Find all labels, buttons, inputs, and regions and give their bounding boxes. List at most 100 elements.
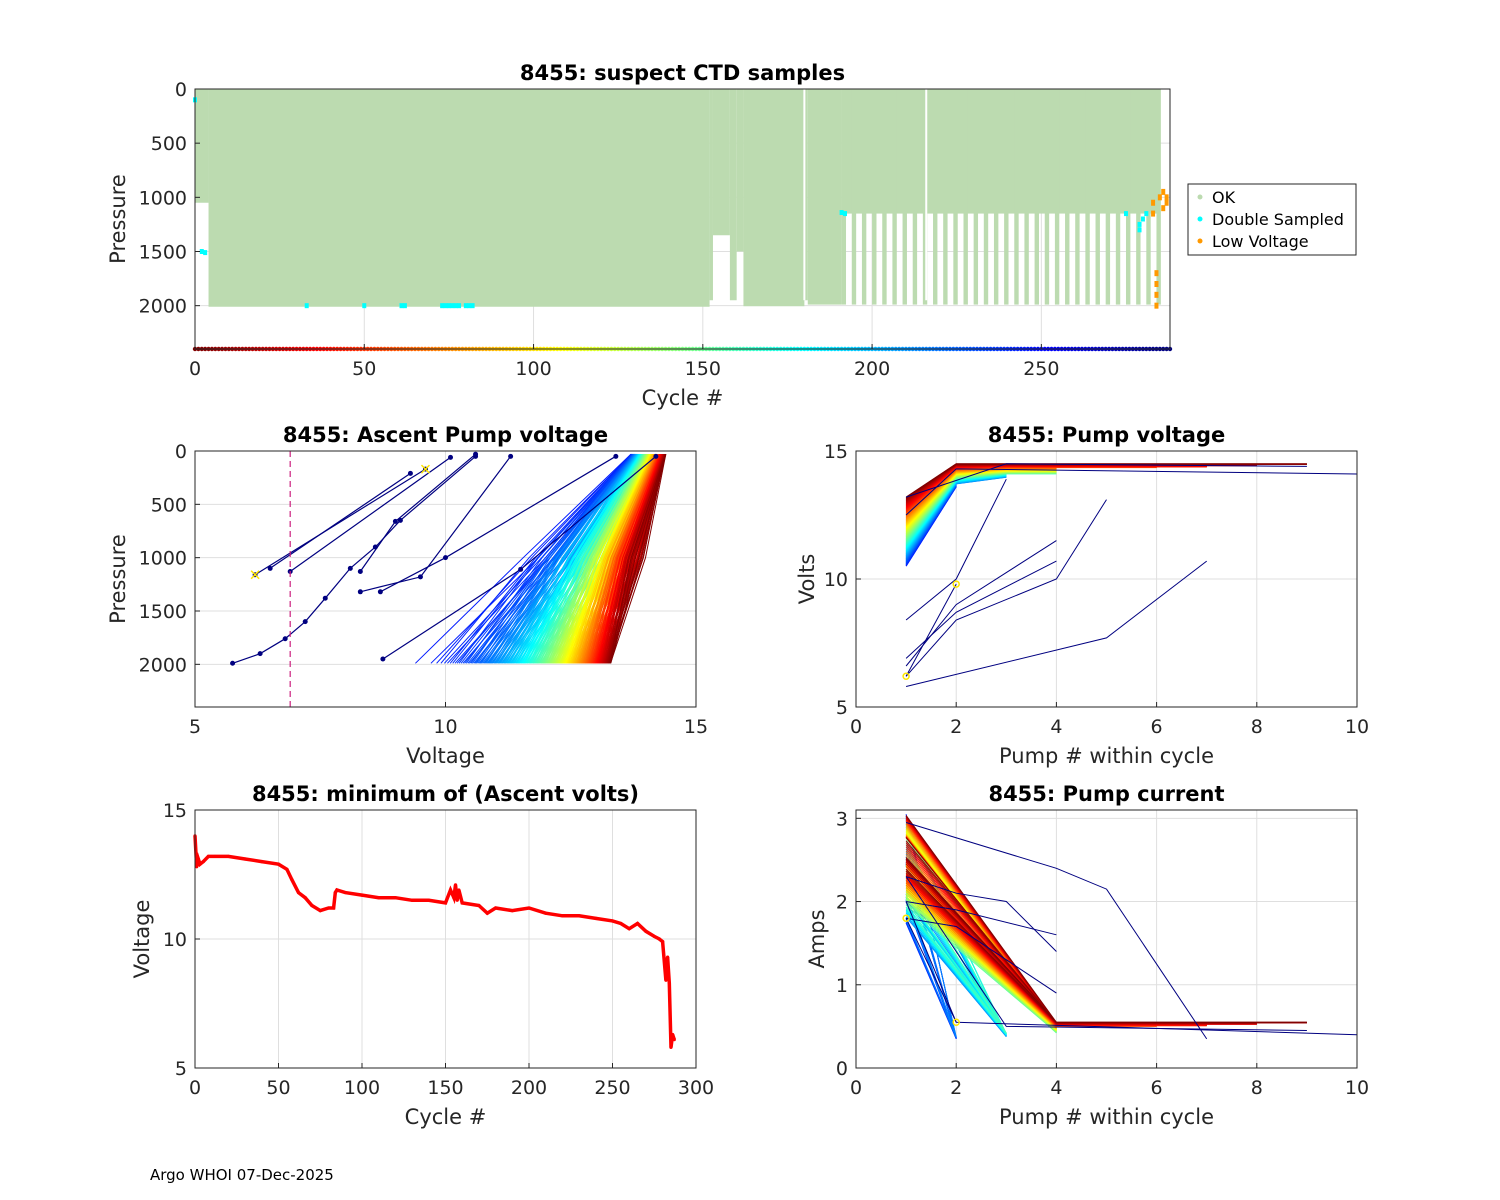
pump-voltage-line [905,463,1307,498]
pumpc-xtick-label: 8 [1251,1077,1263,1099]
pump-current-series [905,917,957,1023]
ascent-profile-line [609,454,667,664]
ok-sample-band [709,89,713,301]
ascent-series-point [347,565,353,571]
double-sampled-point [362,303,367,309]
ascent-series-point [397,517,403,523]
double-sampled-point [440,303,445,309]
legend-ok-marker [1197,194,1203,200]
low-voltage-point [1154,291,1159,298]
min-voltage-point [290,878,294,882]
ascent-profile-line [458,453,633,664]
pump-current-line [905,916,1007,1037]
min-voltage-point [285,867,289,871]
double-sampled-point [446,303,451,309]
ok-deep-profile [1034,89,1039,305]
ascent-profile-line [603,454,664,664]
ascent-profile-line [589,454,659,664]
pumpv-title: 8455: Pump voltage [988,423,1226,447]
ascent-profile-line [610,454,667,664]
pump-current-line [905,912,1007,1036]
pumpc-marks [902,814,1358,1040]
min-voltage-point [544,911,548,915]
pumpv-ytick-label: 10 [824,569,848,591]
min-voltage-point [303,896,307,900]
double-sampled-point [463,303,468,309]
ok-deep-profile [973,89,979,305]
pumpc-xtick-label: 2 [950,1077,962,1099]
min-voltage-point [260,860,264,864]
min-voltage-point [457,888,461,892]
missing-cycle-gap [925,89,928,301]
ctd-xtick-label: 100 [515,358,551,380]
legend-double-marker [1197,216,1203,222]
pump-current-series [905,901,1358,1036]
min-voltage-point [448,888,453,892]
ascent-profile-line [561,453,650,664]
yellow-star-marker [902,914,910,922]
double-sampled-point [203,250,208,256]
yellow-star-marker [250,570,260,580]
ok-deep-profile [872,89,877,305]
ascent-profile-line [581,454,656,664]
min-voltage-point [343,890,347,895]
ok-sample-band [804,89,808,301]
pump-current-line [905,895,1007,1034]
ascent-profile-line [575,453,654,664]
minv-xtick-label: 200 [511,1077,547,1099]
ascent-profile-line [556,453,649,664]
ok-deep-profile [851,89,857,305]
low-voltage-point [1154,281,1159,287]
min-voltage-point [672,1038,676,1042]
min-voltage-point [195,865,199,869]
double-sampled-point [1137,221,1142,227]
minv-xtick-label: 50 [266,1077,290,1099]
pump-voltage-series [905,583,957,677]
ascent-series-line [269,472,411,569]
ascent-series-point [357,589,363,595]
ascent-series-point [377,589,383,595]
min-voltage-point [443,901,448,905]
min-voltage-point [453,883,458,887]
double-sampled-point [843,211,847,217]
pump-current-line [905,906,1007,1034]
pumpc-xtick-label: 6 [1151,1077,1163,1099]
minv-panel: 0 50 100 150 200 250 300 5 10 15 8455: minimum of… [130,782,714,1129]
double-sampled-point [1123,211,1128,217]
ascent-xlabel: Voltage [406,744,485,768]
ctd-ylabel: Pressure [106,174,130,264]
ok-deep-profile [1085,89,1090,305]
ctd-xtick-label: 50 [352,358,376,380]
ascent-profile-line [531,453,643,664]
min-voltage-point [666,955,670,959]
pump-current-line [905,857,1307,1023]
ascent-series-line [289,456,451,572]
ctd-ticks: 0 50 100 150 200 250 0 500 1000 1500 2000 [139,79,1060,380]
ascent-profile-line [465,453,633,664]
yellow-star-marker [952,1018,960,1026]
low-voltage-point [1164,199,1169,206]
min-voltage-point [455,898,459,902]
ascent-profile-line [566,453,652,664]
min-voltage-point [393,896,397,900]
ok-deep-profile [1146,89,1151,305]
min-voltage-point [427,898,431,902]
ok-deep-profile [841,89,847,305]
pumpc-xtick-label: 10 [1345,1077,1369,1099]
ascent-xtick-label: 15 [684,716,708,738]
low-voltage-point [1161,188,1166,195]
min-voltage-point [198,862,202,866]
ascent-profile-line [492,453,636,664]
pump-current-series [905,822,1208,1040]
pump-voltage-series [905,478,1007,621]
pump-current-line [905,918,957,1038]
ascent-profile-line [537,453,644,664]
ascent-profile-line [567,453,652,664]
ascent-series-point [407,470,413,476]
pumpc-title: 8455: Pump current [988,782,1224,806]
ok-deep-profile [1095,89,1100,305]
ctd-ytick-label: 1500 [139,242,187,264]
min-voltage-point [360,893,364,897]
ascent-profile-line [607,454,666,664]
